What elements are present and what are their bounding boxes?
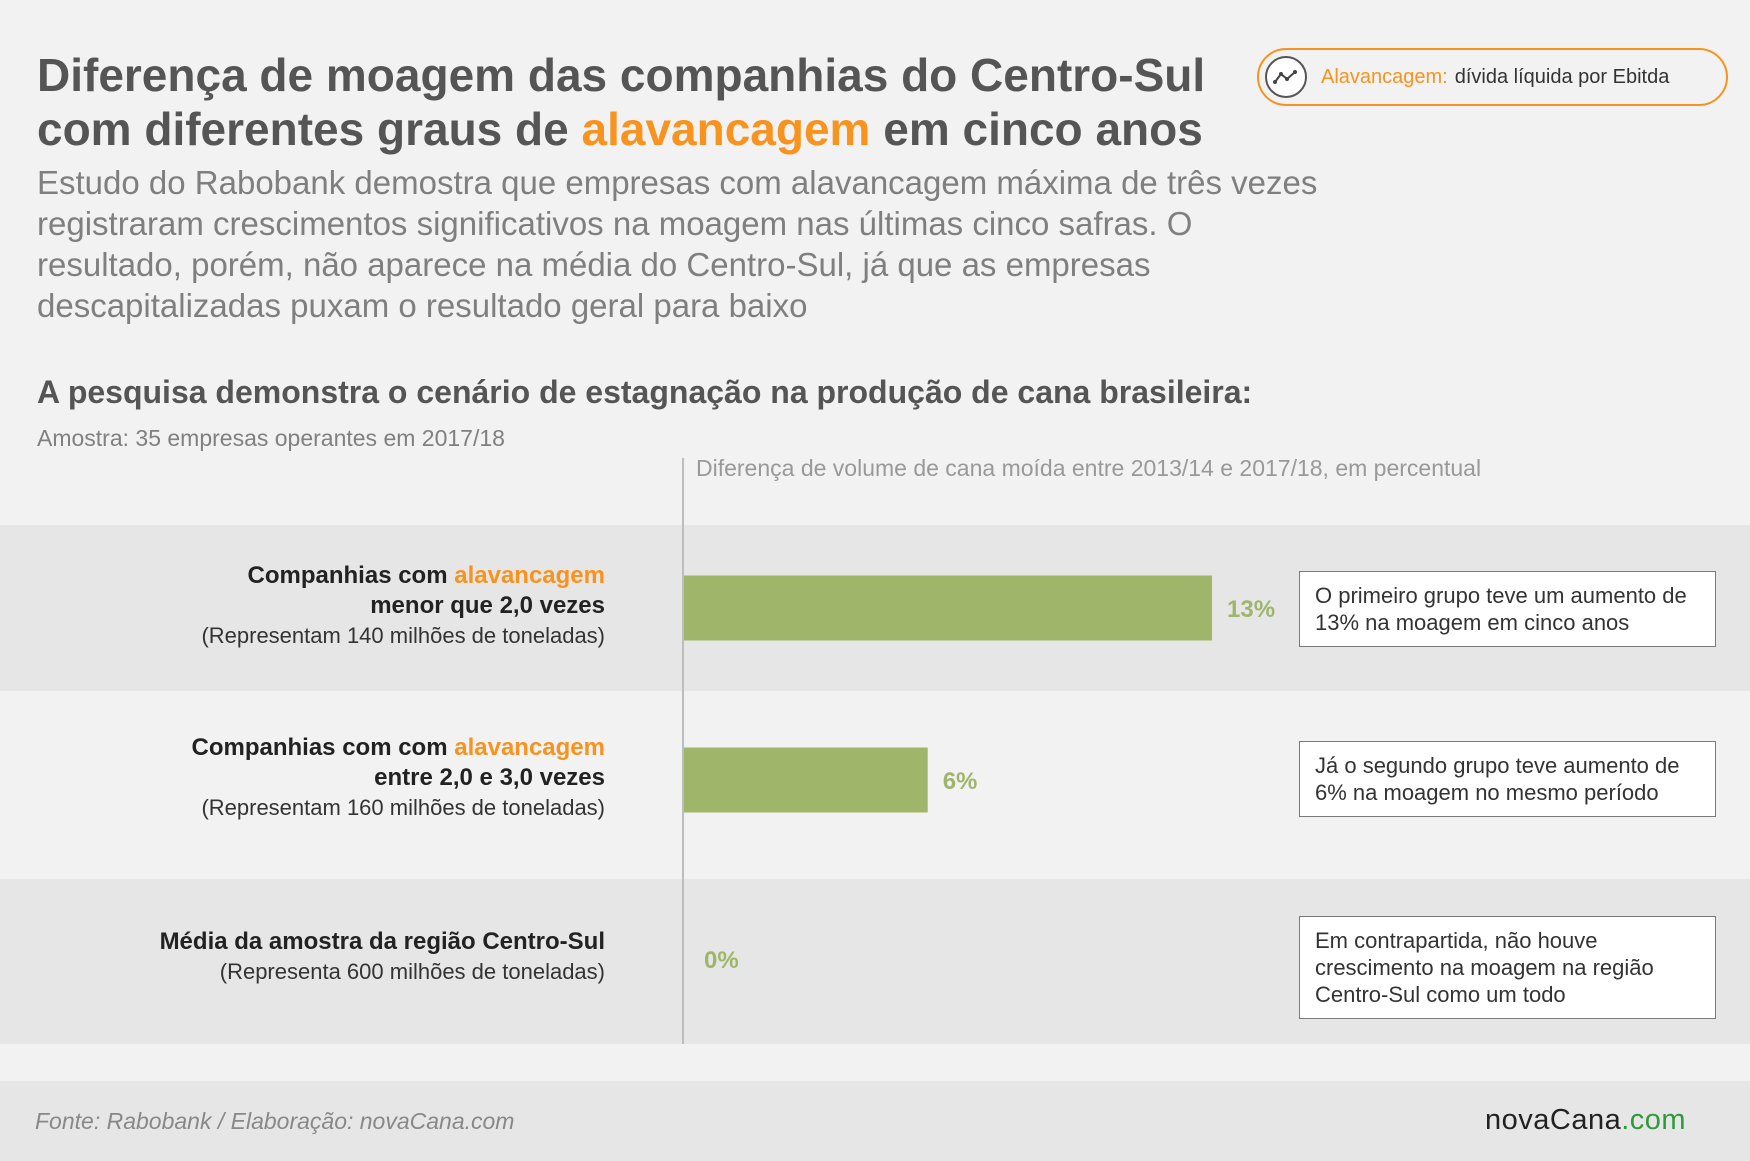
title-accent: alavancagem — [581, 103, 871, 155]
row-label-3: Média da amostra da região Centro-Sul (R… — [160, 927, 605, 987]
legend-definition: dívida líquida por Ebitda — [1454, 65, 1670, 88]
bar-1 — [684, 575, 1212, 641]
bar-2 — [684, 747, 928, 813]
row-label-prefix: Companhias com — [247, 562, 455, 589]
footer-band — [0, 1081, 1750, 1161]
line-chart-icon — [1265, 56, 1307, 98]
row-label-sub: (Representa 600 milhões de toneladas) — [219, 959, 605, 984]
row-label-prefix: Média da amostra da região Centro-Sul — [159, 928, 605, 955]
value-label-3: 0% — [704, 947, 739, 974]
novacana-logo: novaCana.com — [1485, 1104, 1686, 1137]
row-label-1: Companhias com alavancagem menor que 2,0… — [201, 561, 605, 651]
sample-note: Amostra: 35 empresas operantes em 2017/1… — [37, 425, 505, 451]
callout-box-1: O primeiro grupo teve um aumento de 13% … — [1299, 571, 1716, 647]
source-text: Fonte: Rabobank / Elaboração: novaCana.c… — [35, 1108, 515, 1134]
axis-caption: Diferença de volume de cana moída entre … — [696, 455, 1482, 481]
legend-definition-pill: Alavancagem: dívida líquida por Ebitda — [1257, 48, 1728, 106]
logo-text-domain: .com — [1621, 1104, 1687, 1136]
section-heading: A pesquisa demonstra o cenário de estagn… — [37, 374, 1253, 410]
row-label-2: Companhias com com alavancagem entre 2,0… — [192, 733, 606, 823]
callout-box-3: Em contrapartida, não houve crescimento … — [1299, 916, 1716, 1019]
row-label-accent: alavancagem — [454, 562, 605, 589]
value-label-1: 13% — [1227, 596, 1275, 623]
row-label-accent: alavancagem — [454, 734, 605, 761]
page-title: Diferença de moagem das companhias do Ce… — [37, 48, 1217, 156]
row-label-sub: (Representam 160 milhões de toneladas) — [201, 795, 605, 820]
value-label-2: 6% — [943, 768, 978, 795]
title-text-part2: em cinco anos — [870, 103, 1203, 155]
row-label-sub: (Representam 140 milhões de toneladas) — [201, 623, 605, 648]
callout-box-2: Já o segundo grupo teve aumento de 6% na… — [1299, 741, 1716, 817]
row-label-line2: entre 2,0 e 3,0 vezes — [374, 764, 605, 791]
logo-text-main: novaCana — [1485, 1104, 1622, 1136]
bars-group: 13% 6% 0% — [684, 575, 1275, 974]
title-text-part1: Diferença de moagem das companhias do Ce… — [37, 49, 1206, 155]
row-label-prefix: Companhias com com — [191, 734, 455, 761]
row-label-line2: menor que 2,0 vezes — [370, 592, 605, 619]
subtitle: Estudo do Rabobank demostra que empresas… — [37, 164, 1318, 324]
legend-term: Alavancagem: — [1321, 65, 1448, 88]
